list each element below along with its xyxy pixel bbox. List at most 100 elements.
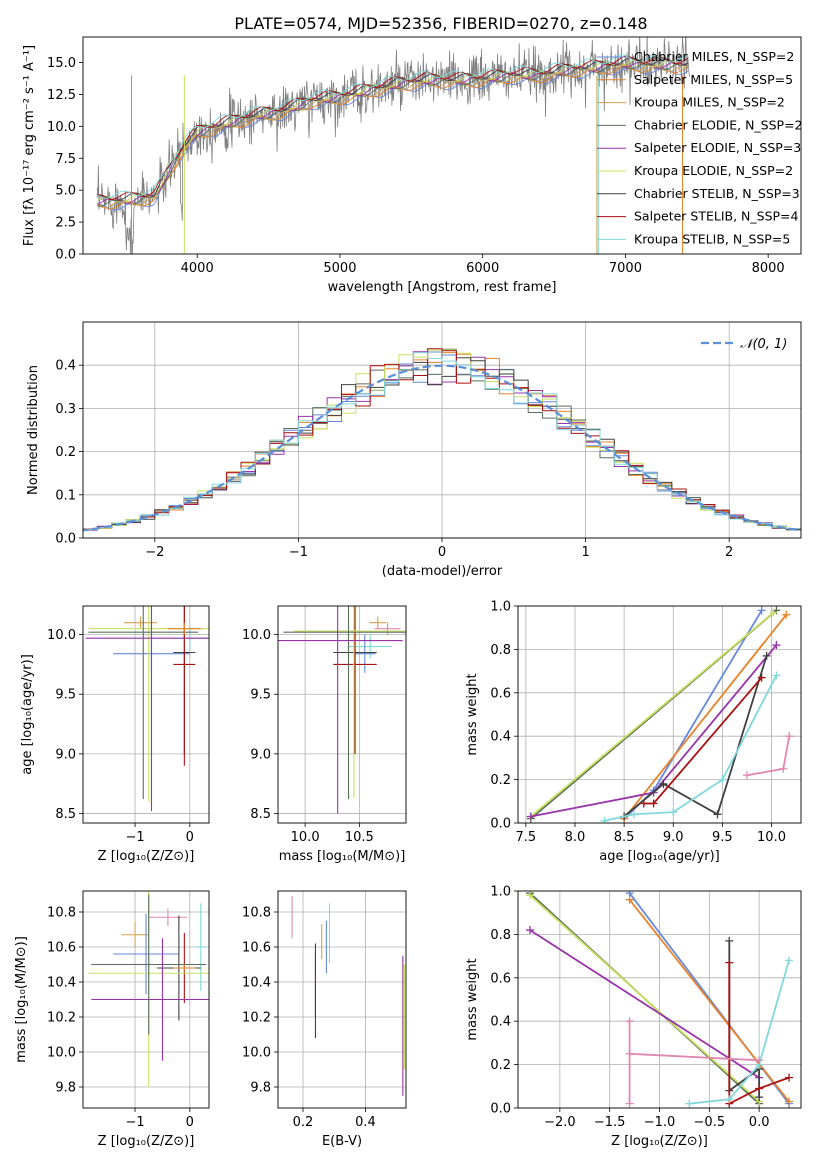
axes-frame (277, 605, 407, 824)
x-tick-label: 0 (186, 1115, 194, 1130)
series-marker (713, 810, 722, 819)
mass-weight-series-1 (628, 899, 790, 1103)
x-tick-label: −1.5 (594, 1115, 626, 1130)
y-tick-label: 0.8 (490, 643, 511, 658)
y-tick-label: 10.4 (242, 976, 271, 991)
series-marker (525, 891, 534, 900)
y-tick-label: 9.5 (55, 688, 76, 703)
mass-weight-series-4 (529, 929, 760, 1079)
legend-entry: Kroupa ELODIE, N_SSP=2 (634, 163, 793, 178)
x-tick-label: 8.5 (614, 830, 635, 845)
x-tick-label: 6000 (466, 261, 499, 276)
series-marker (779, 764, 788, 773)
x-tick-label: 7.5 (516, 830, 537, 845)
y-tick-label: 7.5 (55, 152, 76, 167)
y-axis-label: mass [log₁₀(M/M⊙)] (14, 936, 29, 1063)
model-spectrum-6 (97, 57, 689, 202)
x-tick-label: 7000 (609, 261, 642, 276)
mass-weight-series-1 (623, 614, 788, 820)
x-tick-label: 9.5 (712, 830, 733, 845)
axes-frame (517, 605, 802, 824)
series-marker (762, 651, 771, 660)
y-tick-label: 10.4 (47, 976, 76, 991)
mass-weight-series-5 (529, 894, 760, 1103)
y-axis-label: age [log₁₀(age/yr)] (20, 654, 35, 775)
y-tick-label: 12.5 (47, 88, 76, 103)
axes-frame (82, 36, 802, 255)
y-tick-label: 10.0 (47, 120, 76, 135)
series-marker (718, 775, 727, 784)
x-tick-label: 9.0 (663, 830, 684, 845)
mass-vs-extinction-panel: 0.2 0.4 9.8 10.0 10.2 10.4 10.6 10.8 E(B-V) (242, 890, 407, 1149)
mass-weight-vs-metallicity-panel: −2.0 −1.5 −1.0 −0.5 0.0 0.0 0.2 0.4 0.6 0.8 1.0 Z [… (465, 885, 802, 1149)
y-tick-label: 0.2 (490, 1058, 511, 1073)
x-axis-label: mass [log₁₀(M/M⊙)] (279, 849, 406, 864)
x-axis-label: E(B-V) (322, 1134, 362, 1149)
x-tick-label: −1 (289, 545, 308, 560)
series-marker (659, 779, 668, 788)
y-tick-label: 0.2 (490, 773, 511, 788)
y-tick-label: 0.8 (490, 928, 511, 943)
axes-frame (82, 321, 802, 539)
x-axis-label: (data-model)/error (382, 564, 503, 579)
y-tick-label: 8.5 (55, 807, 76, 822)
x-tick-label: 0.0 (749, 1115, 770, 1130)
series-marker (725, 1095, 734, 1104)
x-tick-label: 1 (581, 545, 589, 560)
spectrum-panel: 4000 5000 6000 7000 8000 0.0 2.5 5.0 7.5 10.0 12.5… (22, 36, 803, 295)
residual-histogram-panel: −2 −1 0 1 2 0.0 0.1 0.2 0.3 0.4 (data-model)/error… (26, 321, 802, 579)
plot-area (525, 891, 794, 1108)
x-tick-label: 10.0 (291, 830, 320, 845)
plot-area (526, 606, 794, 823)
y-tick-label: 10.8 (242, 906, 271, 921)
y-tick-label: 10.0 (242, 1046, 271, 1061)
series-marker (649, 799, 658, 808)
series-marker (625, 1099, 634, 1108)
series-marker (600, 816, 609, 823)
y-tick-label: 9.0 (55, 747, 76, 762)
y-tick-label: 0.4 (55, 359, 76, 374)
x-axis-label: Z [log₁₀(Z/Z⊙)] (98, 849, 195, 864)
y-tick-label: 10.6 (47, 941, 76, 956)
y-tick-label: 0.0 (55, 248, 76, 263)
legend-entry: Chabrier STELIB, N_SSP=3 (634, 186, 800, 201)
x-tick-label: 10.0 (757, 830, 786, 845)
y-tick-label: 0.1 (55, 488, 76, 503)
age-vs-metallicity-panel: −1 0 8.5 9.0 9.5 10.0 Z [log₁₀(Z/Z⊙)] age [log₁… (20, 605, 210, 864)
legend-entry: Chabrier MILES, N_SSP=2 (634, 49, 794, 64)
model-spectrum-5 (97, 59, 689, 203)
y-tick-label: 0.4 (490, 1015, 511, 1030)
series-marker (785, 732, 794, 741)
axes-frame (82, 605, 210, 824)
series-marker (625, 1049, 634, 1058)
y-tick-label: 10.2 (242, 1011, 271, 1026)
x-tick-label: 8000 (752, 261, 785, 276)
x-tick-label: −0.5 (694, 1115, 726, 1130)
series-marker (757, 606, 766, 615)
axes-frame (82, 890, 210, 1109)
y-axis-label: mass weight (465, 958, 480, 1040)
mass-weight-series-0 (623, 609, 763, 820)
y-axis-label: Normed distribution (26, 365, 41, 495)
series-marker (742, 771, 751, 780)
axes-frame (277, 890, 407, 1109)
x-tick-label: −1 (125, 830, 144, 845)
mass-weight-series-9 (628, 1021, 760, 1104)
y-tick-label: 0.0 (490, 1102, 511, 1117)
series-marker (526, 812, 535, 821)
x-axis-label: Z [log₁₀(Z/Z⊙)] (611, 1134, 708, 1149)
model-spectrum-8 (97, 54, 689, 199)
plot-area (96, 37, 690, 254)
mass-weight-vs-age-panel: 7.5 8.0 8.5 9.0 9.5 10.0 0.0 0.2 0.4 0.6 0.8 1.0 age… (465, 600, 802, 864)
axes-frame (517, 890, 802, 1109)
normal-curve (83, 364, 801, 532)
y-axis-label: Flux [fλ 10⁻¹⁷ erg cm⁻² s⁻¹ A⁻¹] (22, 45, 37, 246)
x-tick-label: 0.4 (355, 1115, 376, 1130)
plot-area (88, 891, 209, 1087)
y-tick-label: 9.0 (250, 747, 271, 762)
x-tick-label: 0 (186, 830, 194, 845)
y-tick-label: 0.4 (490, 730, 511, 745)
series-marker (625, 1017, 634, 1026)
y-tick-label: 10.8 (47, 906, 76, 921)
